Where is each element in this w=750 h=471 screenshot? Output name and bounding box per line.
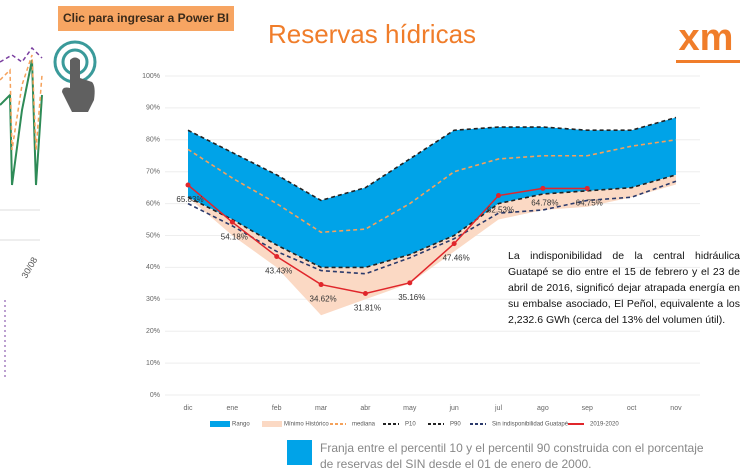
series-line	[187, 116, 677, 202]
y-tick-label: 90%	[146, 105, 160, 112]
data-label: 34.62%	[310, 295, 337, 304]
y-tick-label: 10%	[146, 360, 160, 367]
x-tick-label: ago	[537, 405, 549, 412]
x-tick-label: oct	[627, 405, 636, 412]
logo: xm	[679, 17, 734, 59]
point	[185, 182, 191, 188]
legend-label: P10	[405, 422, 416, 428]
x-tick-label: nov	[670, 405, 682, 412]
touch-icon	[53, 40, 97, 112]
chart-title: Reservas hídricas	[268, 19, 476, 49]
data-label: 35.16%	[398, 293, 425, 302]
point	[451, 241, 457, 247]
band	[188, 174, 676, 316]
y-tick-label: 60%	[146, 200, 160, 207]
point	[584, 185, 590, 191]
legend-label: 2019-2020	[590, 422, 619, 428]
series-line	[187, 184, 588, 295]
data-label: 31.81%	[354, 304, 381, 313]
y-tick-label: 50%	[146, 232, 160, 239]
x-tick-label: ene	[227, 405, 239, 412]
y-tick-label: 30%	[146, 296, 160, 303]
legend-label: mediana	[352, 422, 376, 428]
x-tick-label: dic	[184, 405, 193, 412]
fragment-line	[0, 59, 43, 186]
legend-label: P90	[450, 422, 461, 428]
point	[318, 282, 324, 288]
legend-label: Mínimo Histórico	[284, 422, 329, 428]
button-label[interactable]: Clic para ingresar a Power BI	[63, 11, 229, 25]
data-label: 64.78%	[531, 198, 558, 207]
y-tick-label: 40%	[146, 264, 160, 271]
logo-bar	[676, 60, 740, 63]
caption-swatch	[287, 440, 312, 465]
annotation: La indisponibilidad de la central hidráu…	[508, 250, 740, 326]
x-tick-label: mar	[315, 405, 328, 412]
x-tick-label: abr	[360, 405, 371, 412]
fragment-line	[0, 54, 43, 151]
point	[274, 253, 280, 259]
x-tick-label: jun	[448, 405, 458, 412]
data-label: 47.46%	[443, 254, 470, 263]
series-line	[187, 180, 677, 275]
data-label: 65.83%	[176, 195, 203, 204]
series-line	[187, 174, 677, 269]
data-label: 64.75%	[576, 199, 603, 208]
point	[540, 185, 546, 191]
data-label: 62.53%	[487, 206, 514, 215]
point	[229, 219, 235, 225]
x-tick-label: sep	[582, 405, 593, 412]
legend-label: Rango	[232, 422, 250, 428]
y-tick-label: 100%	[142, 73, 160, 80]
icon-hand	[62, 57, 95, 112]
point	[407, 280, 413, 286]
x-tick-label: may	[403, 405, 417, 412]
x-tick-label: jul	[494, 405, 502, 412]
y-tick-label: 80%	[146, 137, 160, 144]
caption: Franja entre el percentil 10 y el percen…	[320, 441, 704, 471]
power-bi-button[interactable]	[58, 6, 234, 31]
legend-swatch	[262, 421, 282, 427]
fragment-line	[0, 46, 43, 64]
data-label: 54.18%	[221, 232, 248, 241]
y-tick-label: 0%	[150, 392, 160, 399]
series-line	[187, 139, 677, 234]
y-tick-label: 20%	[146, 328, 160, 335]
point	[496, 193, 502, 199]
y-tick-label: 70%	[146, 169, 160, 176]
data-label: 43.43%	[265, 267, 292, 276]
left-fragment: 30/08	[0, 46, 43, 380]
fragment-label: 30/08	[19, 255, 39, 280]
legend-swatch	[210, 421, 230, 427]
point	[362, 291, 368, 297]
legend-label: Sin indisponibilidad Guatapé	[492, 422, 569, 428]
x-tick-label: feb	[272, 405, 282, 412]
